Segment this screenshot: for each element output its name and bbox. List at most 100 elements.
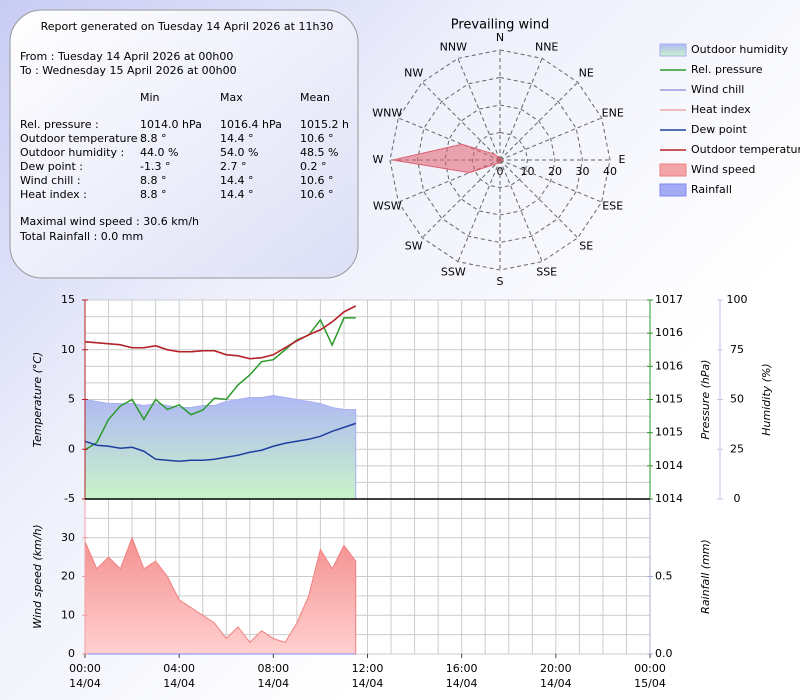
table-cell: 14.4 ° xyxy=(220,188,254,201)
radar-direction: SSW xyxy=(441,266,466,279)
y-tick-label: 5 xyxy=(68,393,75,406)
y-tick-label: 1015 xyxy=(655,426,683,439)
y-tick-label: 10 xyxy=(61,608,75,621)
table-cell: 8.8 ° xyxy=(140,132,167,145)
radar-ring xyxy=(471,131,529,189)
max-wind: Maximal wind speed : 30.6 km/h xyxy=(20,215,199,228)
radar-ring xyxy=(416,76,584,244)
y-tick-label: 1017 xyxy=(655,293,683,306)
y-tick-label: 10 xyxy=(61,343,75,356)
y-tick-label: 0.0 xyxy=(655,647,673,660)
area xyxy=(84,395,357,500)
legend-label: Heat index xyxy=(691,103,751,116)
table-cell: 2.7 ° xyxy=(220,160,247,173)
radar-direction: SE xyxy=(579,239,593,252)
table-row-label: Outdoor humidity : xyxy=(20,146,124,159)
x-tick-label: 08:00 14/04 xyxy=(257,662,290,690)
y-tick-label: 100 xyxy=(727,293,748,306)
x-tick-label: 04:00 14/04 xyxy=(163,662,195,690)
radar-title: Prevailing wind xyxy=(451,18,550,33)
table-cell: 44.0 % xyxy=(140,146,178,159)
legend-label: Rel. pressure xyxy=(691,63,763,76)
radar-direction: WNW xyxy=(372,106,402,119)
table-cell: 14.4 ° xyxy=(220,132,254,145)
radar-spoke xyxy=(499,159,543,262)
radar-direction: NW xyxy=(404,67,423,80)
radar-spoke xyxy=(499,159,579,239)
y-tick-label: 1015 xyxy=(655,393,683,406)
legend-swatch xyxy=(659,183,687,197)
y-tick-label: 75 xyxy=(730,343,744,356)
report-from: From : Tuesday 14 April 2026 at 00h00 xyxy=(20,50,233,63)
x-tick-label: 00:00 15/04 xyxy=(634,662,666,690)
table-cell: 1016.4 hPa xyxy=(220,118,282,131)
x-tick-label: 12:00 14/04 xyxy=(351,662,384,690)
y-tick-label: 0 xyxy=(68,442,75,455)
x-tick-label: 00:00 14/04 xyxy=(69,662,101,690)
axis-title: Temperature (°C) xyxy=(31,352,44,448)
table-cell: 8.8 ° xyxy=(140,174,167,187)
table-cell: 1015.2 hPa xyxy=(300,118,362,131)
y-tick-label: 0 xyxy=(734,492,741,505)
radar-ring xyxy=(389,49,611,271)
radar-spoke xyxy=(457,58,501,161)
y-tick-label: -5 xyxy=(64,492,75,505)
radar-spoke xyxy=(499,58,543,161)
radar-spoke xyxy=(499,81,579,161)
y-tick-label: 0 xyxy=(68,647,75,660)
x-tick-label: 16:00 14/04 xyxy=(445,662,478,690)
table-cell: 14.4 ° xyxy=(220,174,254,187)
table-header: Mean xyxy=(300,91,330,104)
area xyxy=(84,536,357,655)
radar-direction: NNE xyxy=(535,40,558,53)
axis-title: Pressure (hPa) xyxy=(699,359,712,439)
table-header: Min xyxy=(140,91,160,104)
y-tick-label: 1014 xyxy=(655,492,683,505)
table-row-label: Wind chill : xyxy=(20,174,81,187)
table-cell: 48.5 % xyxy=(300,146,338,159)
y-tick-label: 15 xyxy=(61,293,75,306)
table-cell: -1.3 ° xyxy=(140,160,170,173)
table-cell: 54.0 % xyxy=(220,146,258,159)
radar-spoke xyxy=(457,159,501,262)
line xyxy=(84,317,356,451)
legend-label: Outdoor temperature xyxy=(691,143,800,156)
radar-spoke xyxy=(398,117,501,161)
line xyxy=(84,422,356,462)
y-tick-label: 1014 xyxy=(655,459,683,472)
radar-tick-label: 40 xyxy=(603,165,617,178)
legend-label: Wind chill xyxy=(691,83,744,96)
y-tick-label: 25 xyxy=(730,442,744,455)
radar-direction: SW xyxy=(405,239,423,252)
radar-tick-label: 0 xyxy=(497,165,504,178)
radar-direction: WSW xyxy=(373,200,402,213)
legend-label: Rainfall xyxy=(691,183,732,196)
table-cell: 10.6 ° xyxy=(300,174,334,187)
y-tick-label: 20 xyxy=(61,570,75,583)
radar-direction: ENE xyxy=(602,106,624,119)
radar-tick-label: 30 xyxy=(576,165,590,178)
legend-swatch xyxy=(659,43,687,57)
y-tick-label: 1016 xyxy=(655,326,683,339)
y-tick-label: 50 xyxy=(730,393,744,406)
y-tick-label: 30 xyxy=(61,531,75,544)
radar-spoke xyxy=(421,81,501,161)
table-cell: 8.8 ° xyxy=(140,188,167,201)
table-cell: 1014.0 hPa xyxy=(140,118,202,131)
axis-title: Wind speed (km/h) xyxy=(31,524,44,628)
radar-direction: S xyxy=(497,275,504,288)
legend-label: Dew point xyxy=(691,123,747,136)
radar-spoke xyxy=(398,159,501,203)
table-cell: 0.2 ° xyxy=(300,160,327,173)
axis-title: Humidity (%) xyxy=(760,363,773,435)
table-row-label: Heat index : xyxy=(20,188,87,201)
report-title: Report generated on Tuesday 14 April 202… xyxy=(41,20,334,33)
table-header: Max xyxy=(220,91,243,104)
line xyxy=(84,305,357,360)
x-tick-label: 20:00 14/04 xyxy=(539,662,572,690)
radar-spoke xyxy=(499,117,602,161)
table-cell: 10.6 ° xyxy=(300,188,334,201)
radar-spoke xyxy=(421,159,501,239)
